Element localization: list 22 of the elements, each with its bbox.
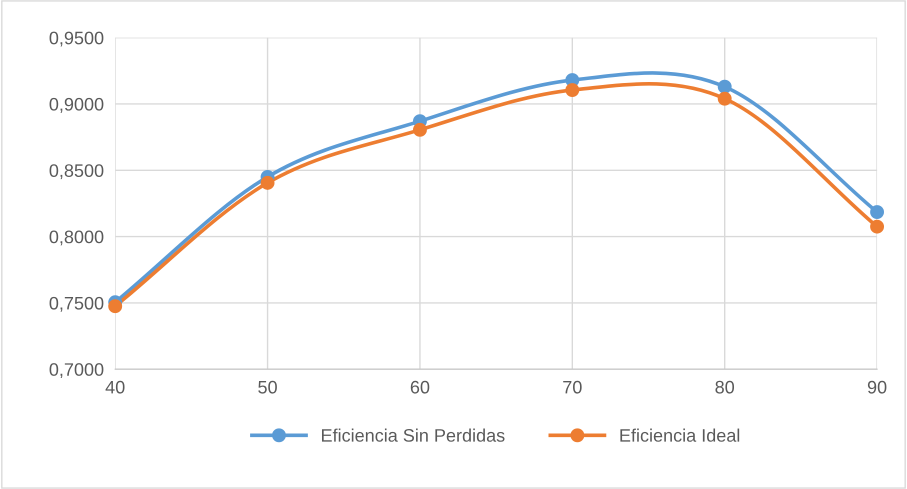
point [718,80,732,94]
point [718,92,732,106]
y-tick-label: 0,8000 [50,230,104,246]
x-tick-label: 40 [106,380,125,394]
y-tick-label: 0,7500 [50,296,104,312]
point [565,83,580,97]
point [870,220,884,234]
x-tick-label: 50 [258,380,277,394]
y-tick-label: 0,9500 [50,32,104,47]
legend-label: Eficiencia Ideal [620,428,740,442]
x-tick-label: 60 [410,380,430,394]
x-tick-label: 90 [868,380,886,394]
point [412,122,427,137]
x-tick-label: 80 [715,380,734,394]
x-tick-label: 70 [563,380,582,394]
point [108,299,122,314]
y-tick-label: 0,7000 [50,363,104,378]
point [870,205,884,219]
point [260,176,275,190]
legend-label: Eficiencia Sin Perdidas [322,428,505,442]
y-tick-label: 0,8500 [50,164,104,180]
y-tick-label: 0,9000 [50,98,104,113]
